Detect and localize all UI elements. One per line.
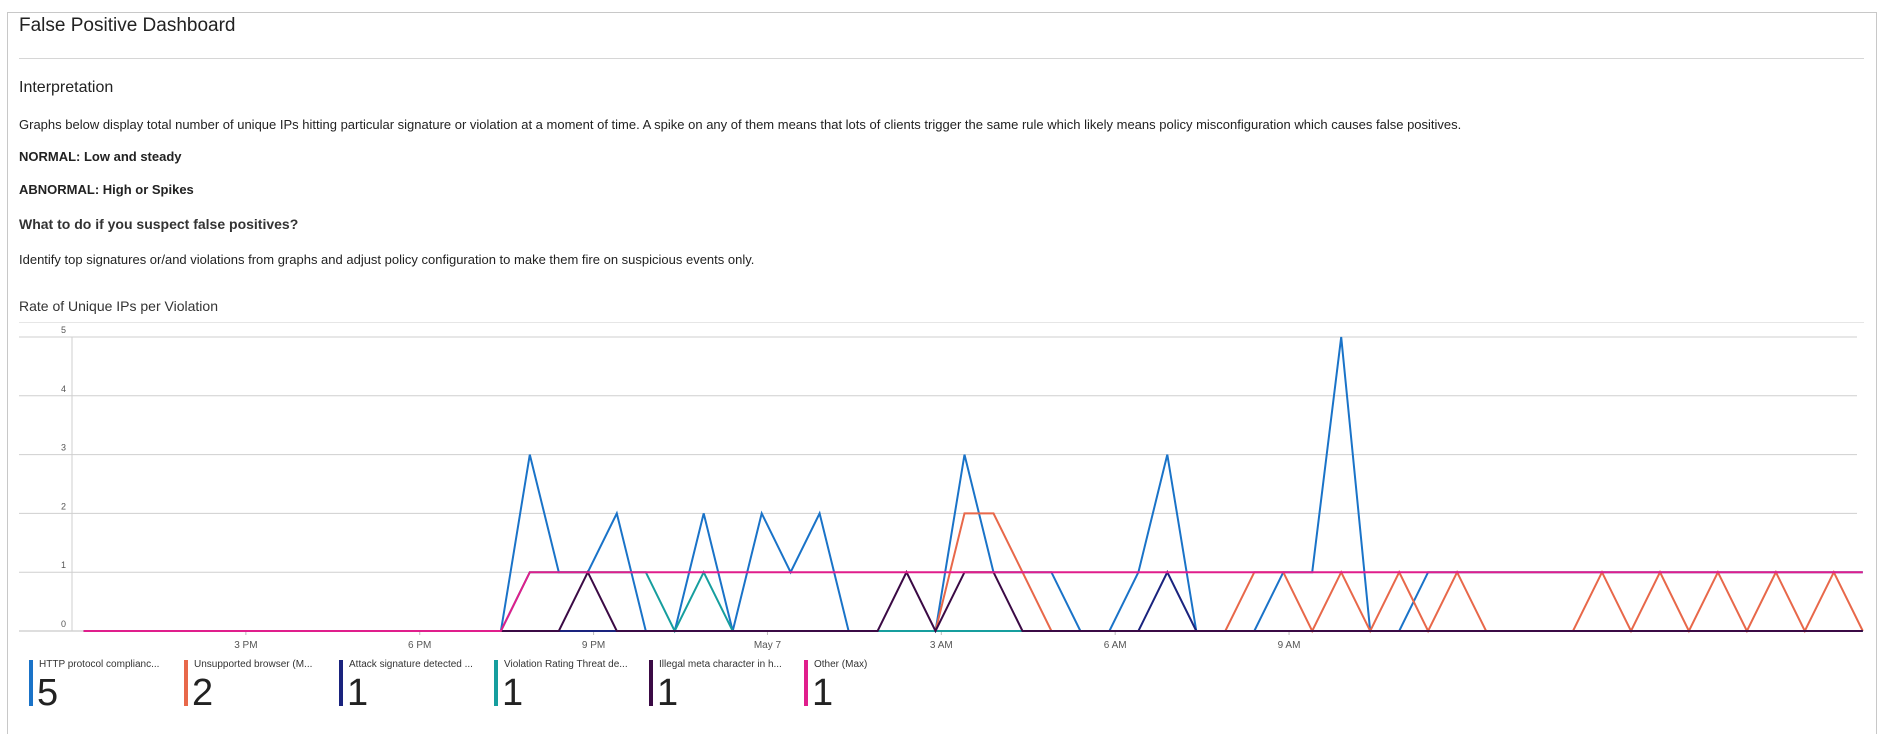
legend-series-name: Other (Max): [814, 659, 868, 670]
description-text: Graphs below display total number of uni…: [19, 117, 1462, 132]
x-tick-label: 6 PM: [408, 640, 431, 651]
y-tick-label: 1: [61, 560, 66, 570]
legend-series-value: 1: [347, 672, 369, 714]
identify-text: Identify top signatures or/and violation…: [19, 252, 755, 267]
title-divider: [19, 58, 1864, 59]
x-tick-label: 3 PM: [234, 640, 257, 651]
legend-color-bar: [494, 660, 498, 706]
y-tick-label: 0: [61, 619, 66, 629]
x-tick-label: 3 AM: [930, 640, 953, 651]
legend-series-name: Attack signature detected ...: [349, 659, 473, 670]
legend-series-value: 1: [657, 672, 679, 714]
y-tick-label: 4: [61, 384, 66, 394]
series-line-1[interactable]: [83, 336, 1863, 632]
legend-series-name: Illegal meta character in h...: [659, 659, 782, 670]
x-tick-label: 9 PM: [582, 640, 605, 651]
legend-color-bar: [339, 660, 343, 706]
y-tick-label: 3: [61, 443, 66, 453]
legend-series-value: 5: [37, 672, 59, 714]
legend-color-bar: [649, 660, 653, 706]
dashboard-panel: False Positive Dashboard Interpretation …: [7, 12, 1877, 734]
legend-series-name: HTTP protocol complianc...: [39, 659, 160, 670]
series-line-4[interactable]: [83, 569, 1863, 634]
chart-header-divider: [19, 322, 1864, 323]
series-line-6[interactable]: [83, 571, 1863, 632]
page-title: False Positive Dashboard: [19, 15, 236, 36]
x-tick-label: May 7: [754, 640, 782, 651]
series-line-5[interactable]: [83, 569, 1863, 634]
y-tick-label: 2: [61, 501, 66, 511]
normal-label: NORMAL: Low and steady: [19, 149, 182, 164]
x-tick-label: 9 AM: [1278, 640, 1301, 651]
chart-title: Rate of Unique IPs per Violation: [19, 298, 218, 314]
series-line-3[interactable]: [83, 569, 1863, 632]
x-tick-label: 6 AM: [1104, 640, 1127, 651]
legend-series-value: 1: [812, 672, 834, 714]
legend-series-name: Violation Rating Threat de...: [504, 659, 628, 670]
legend-series-name: Unsupported browser (M...: [194, 659, 313, 670]
legend-series-value: 2: [192, 672, 214, 714]
y-tick-label: 5: [61, 325, 66, 335]
legend-series-value: 1: [502, 672, 524, 714]
what-to-do-heading: What to do if you suspect false positive…: [19, 216, 299, 232]
legend-color-bar: [804, 660, 808, 706]
abnormal-label: ABNORMAL: High or Spikes: [19, 182, 194, 197]
interpretation-heading: Interpretation: [19, 79, 114, 96]
legend-color-bar: [184, 660, 188, 706]
legend-color-bar: [29, 660, 33, 706]
